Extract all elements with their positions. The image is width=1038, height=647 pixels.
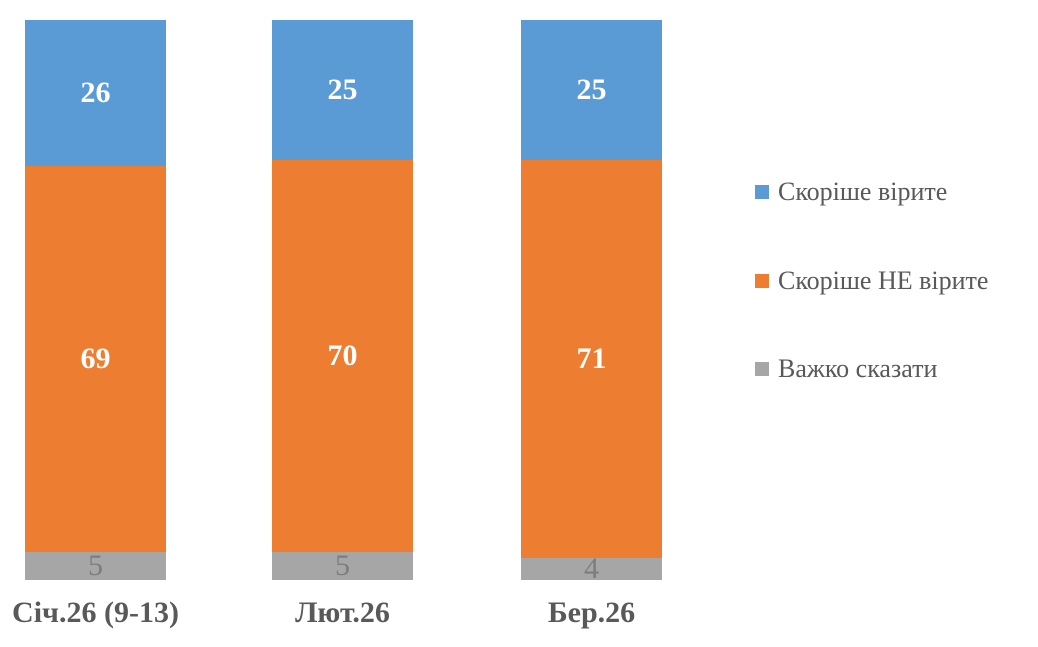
segment-value-label: 4 [584, 551, 599, 585]
segment-value-label: 5 [88, 548, 103, 582]
bar-segment: 26 [25, 20, 166, 166]
bar-segment: 4 [521, 553, 662, 583]
segment-value-label: 25 [327, 73, 358, 106]
bar-segment: 5 [272, 549, 413, 582]
segment-value-label: 69 [80, 341, 111, 375]
bar-segment: 70 [272, 160, 413, 552]
segment-value-label: 25 [576, 73, 607, 106]
segment-value-label: 26 [80, 75, 111, 109]
segment-value-label: 71 [576, 341, 607, 375]
bar-segment: 25 [521, 20, 662, 160]
bar-segment: 25 [272, 20, 413, 160]
segment-value-label: 5 [335, 549, 350, 582]
category-label: Бер.26 [547, 596, 636, 629]
bar-segment: 69 [25, 165, 166, 552]
category-label: Лют.26 [295, 596, 390, 629]
segment-value-label: 70 [327, 339, 358, 372]
stacked-bar: 25 71 4 [521, 20, 662, 583]
stacked-bar: 26 69 5 [25, 20, 166, 580]
bar-segment: 71 [521, 160, 662, 558]
stacked-bar: 25 70 5 [272, 20, 413, 582]
category-label: Січ.26 (9-13) [12, 596, 179, 629]
bar-segment: 5 [25, 548, 166, 582]
